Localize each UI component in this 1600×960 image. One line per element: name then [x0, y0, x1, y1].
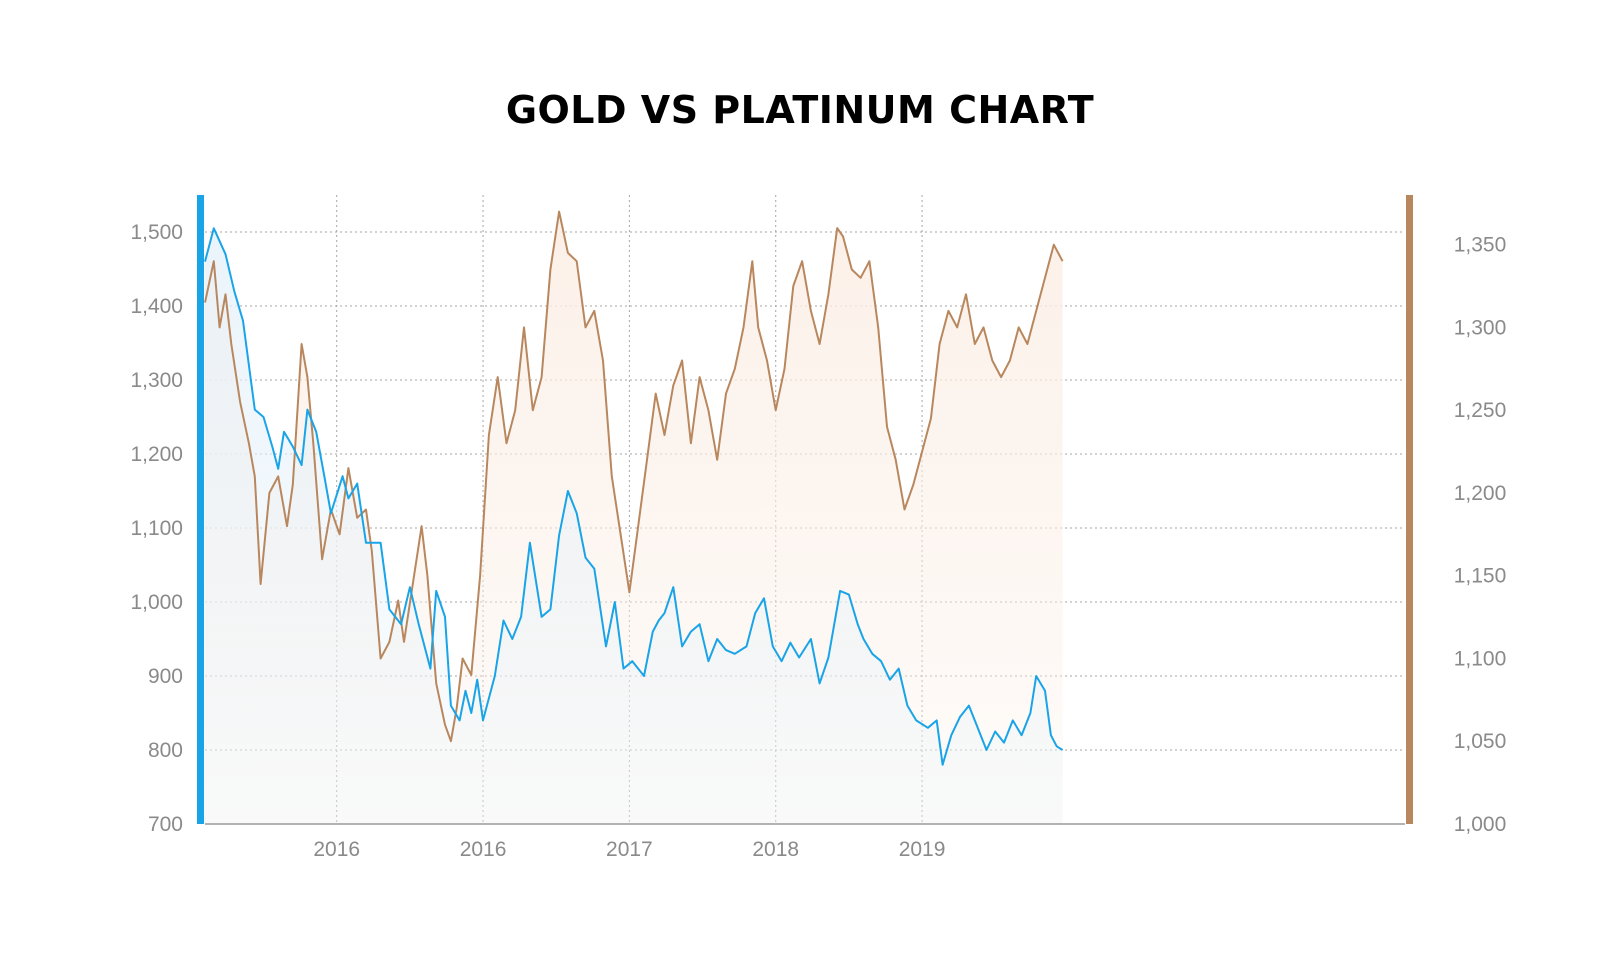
left-axis-tick-label: 900 — [148, 665, 183, 688]
x-axis-tick-label: 2016 — [313, 838, 360, 861]
right-axis-tick-label: 1,300 — [1454, 316, 1507, 339]
right-axis-tick-label: 1,350 — [1454, 234, 1507, 257]
gold-series-line — [204, 210, 1064, 743]
platinum-series-line — [204, 227, 1064, 766]
left-axis-tick-label: 1,100 — [130, 517, 183, 540]
left-axis-tick-label: 1,400 — [130, 295, 183, 318]
chart-title: GOLD VS PLATINUM CHART — [505, 88, 1095, 132]
right-axis-tick-label: 1,150 — [1454, 565, 1507, 588]
right-axis-tick-label: 1,050 — [1454, 730, 1507, 753]
left-axis-tick-label: 1,500 — [130, 221, 183, 244]
x-axis-tick-label: 2018 — [752, 838, 799, 861]
left-axis-tick-label: 1,000 — [130, 591, 183, 614]
x-axis-tick-label: 2016 — [460, 838, 507, 861]
x-axis-tick-label: 2019 — [899, 838, 946, 861]
left-axis-bar — [197, 195, 204, 824]
left-axis-tick-label: 1,200 — [130, 443, 183, 466]
platinum-area-fill — [205, 228, 1063, 825]
right-axis-tick-label: 1,100 — [1454, 647, 1507, 670]
right-axis-tick-label: 1,200 — [1454, 482, 1507, 505]
left-axis-tick-label: 700 — [148, 813, 183, 836]
right-axis-tick-label: 1,250 — [1454, 399, 1507, 422]
left-axis-tick-label: 800 — [148, 739, 183, 762]
left-axis-tick-label: 1,300 — [130, 369, 183, 392]
right-axis-bar — [1406, 195, 1413, 824]
x-axis-tick-label: 2017 — [606, 838, 653, 861]
right-axis-tick-label: 1,000 — [1454, 813, 1507, 836]
